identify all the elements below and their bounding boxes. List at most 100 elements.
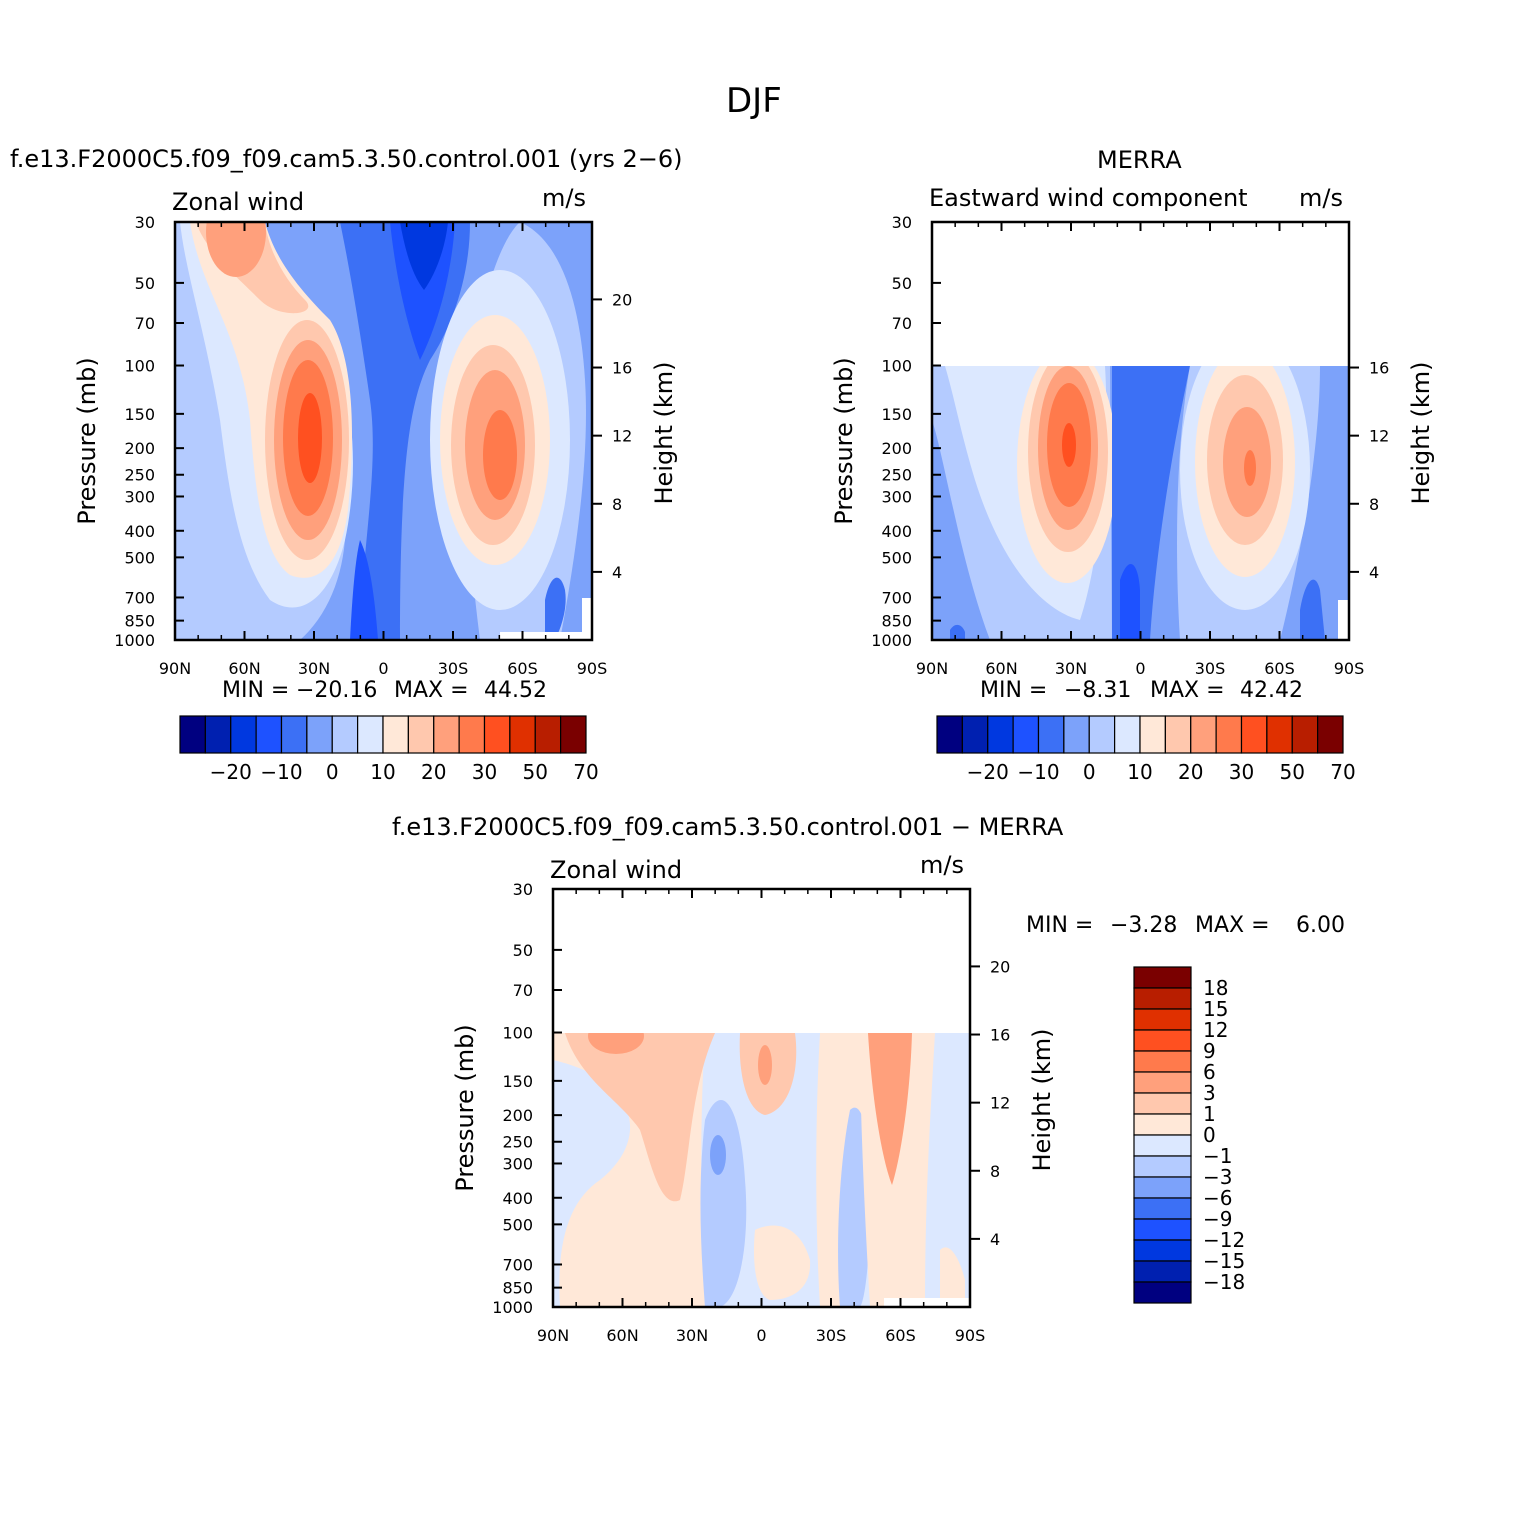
x-tick-label: 30N: [676, 1326, 708, 1345]
y-tick-label: 200: [502, 1106, 533, 1125]
panel-model-max-value: 44.52: [484, 678, 547, 703]
y2-tick-label: 4: [1369, 563, 1379, 582]
colorbar-obs: −20 −10 0 10 20 30 50 70: [936, 715, 1356, 784]
y2-tick-label: 16: [612, 359, 632, 378]
y2-tick-label: 12: [990, 1094, 1010, 1113]
x-tick-label: 0: [756, 1326, 766, 1345]
colorbar-label: 12: [1203, 1018, 1228, 1042]
y-tick-label: 300: [124, 487, 155, 506]
y2-axis-title: Height (km): [650, 362, 678, 505]
y2-tick-label: 12: [612, 427, 632, 446]
colorbar-label: −12: [1203, 1228, 1245, 1252]
colorbar-swatch: [1291, 715, 1319, 754]
panel-diff-max-value: 6.00: [1296, 913, 1345, 938]
panel-model-field: [175, 222, 592, 640]
y-tick-label: 200: [881, 439, 912, 458]
y-axis-title: Pressure (mb): [73, 357, 101, 524]
colorbar-swatch: [382, 715, 409, 754]
y2-tick-label: 20: [990, 957, 1010, 976]
y-tick-label: 1000: [114, 631, 155, 650]
contour-nh-jet-l7: [1062, 423, 1076, 467]
x-tick-label: 0: [1135, 659, 1145, 678]
colorbar-label: −6: [1203, 1186, 1232, 1210]
y-tick-label: 250: [502, 1133, 533, 1152]
colorbar-swatch: [1164, 715, 1192, 754]
x-tick-label: 60S: [885, 1326, 916, 1345]
x-tick-label: 60S: [1264, 659, 1295, 678]
y-tick-label: 250: [881, 466, 912, 485]
panel-obs-left-label: Eastward wind component: [929, 184, 1248, 212]
colorbar-label: −15: [1203, 1249, 1245, 1273]
colorbar-label: 20: [1178, 760, 1203, 784]
colorbar-label: 0: [1203, 1123, 1216, 1147]
panel-obs-min-value: −8.31: [1064, 678, 1132, 703]
colorbar-swatch: [1133, 1260, 1192, 1283]
contour-arctic-easterly: [950, 624, 965, 640]
x-tick-label: 60N: [985, 659, 1017, 678]
contour-eq-easterly-l1: [340, 222, 470, 640]
colorbar-swatch: [1088, 715, 1116, 754]
x-tick-label: 90S: [1334, 659, 1365, 678]
y-tick-label: 400: [881, 522, 912, 541]
colorbar-label: −20: [210, 760, 252, 784]
y-tick-label: 500: [502, 1215, 533, 1234]
contour-polar-easterly: [545, 577, 566, 640]
y-tick-label: 100: [502, 1024, 533, 1043]
y-tick-label: 250: [124, 466, 155, 485]
colorbar-swatch: [1012, 715, 1040, 754]
y2-tick-label: 20: [612, 290, 632, 309]
y-tick-label: 30: [513, 880, 533, 899]
colorbar-swatch: [483, 715, 511, 754]
colorbar-label: 50: [1280, 760, 1305, 784]
contour-polar-easterly: [1300, 579, 1325, 640]
panel-model-left-label: Zonal wind: [172, 188, 305, 216]
y-tick-label: 150: [881, 405, 912, 424]
colorbar-label: 15: [1203, 997, 1228, 1021]
colorbar-swatch: [1133, 987, 1192, 1010]
contour-eq-pos-low: [753, 1225, 811, 1300]
x-tick-label: 90N: [159, 659, 191, 678]
colorbar-swatch: [204, 715, 232, 754]
x-tick-label: 30S: [438, 659, 469, 678]
y-tick-label: 700: [124, 588, 155, 607]
colorbar-swatch: [1133, 1155, 1192, 1178]
colorbar-swatch: [1317, 715, 1344, 754]
colorbar-label: −10: [1017, 760, 1059, 784]
panel-model-min-label: MIN =: [222, 678, 290, 703]
y-tick-label: 1000: [871, 631, 912, 650]
y-tick-label: 300: [502, 1154, 533, 1173]
y2-axis-title: Height (km): [1407, 362, 1435, 505]
colorbar-swatch: [179, 715, 206, 754]
axes-layer: 90N 60N 30N 0 30S 60S 90S305070100150200250300…: [73, 213, 1435, 1345]
contour-nh-pos-l3: [588, 1033, 644, 1054]
y-tick-label: 400: [502, 1189, 533, 1208]
x-tick-label: 0: [378, 659, 388, 678]
y-axis-title: Pressure (mb): [830, 357, 858, 524]
panel-diff-field: [553, 1033, 970, 1307]
colorbar-label: −10: [260, 760, 302, 784]
colorbar-swatch: [1133, 1050, 1192, 1073]
missing-data-antarctica: [1338, 600, 1349, 640]
y-tick-label: 30: [892, 213, 912, 232]
colorbar-label: −20: [967, 760, 1009, 784]
colorbar-swatch: [306, 715, 333, 754]
y-tick-label: 850: [881, 612, 912, 631]
colorbar-label: 1: [1203, 1102, 1216, 1126]
y2-tick-label: 8: [1369, 495, 1379, 514]
panel-diff-min-value: −3.28: [1110, 913, 1178, 938]
colorbar-swatch: [961, 715, 989, 754]
colorbar-swatch: [1133, 966, 1192, 989]
colorbar-label: 70: [1330, 760, 1355, 784]
y-tick-label: 50: [135, 274, 155, 293]
panel-diff-min-label: MIN =: [1026, 913, 1094, 938]
panel-model-units: m/s: [542, 184, 586, 212]
colorbar-swatch: [1133, 1197, 1192, 1220]
panel-obs-min-label: MIN =: [980, 678, 1048, 703]
colorbar-swatch: [1133, 1071, 1192, 1094]
y2-tick-label: 4: [612, 563, 622, 582]
colorbar-swatch: [1240, 715, 1268, 754]
y-tick-label: 150: [502, 1072, 533, 1091]
x-tick-label: 60N: [228, 659, 260, 678]
colorbar-label: 30: [1229, 760, 1254, 784]
y2-tick-label: 16: [990, 1026, 1010, 1045]
